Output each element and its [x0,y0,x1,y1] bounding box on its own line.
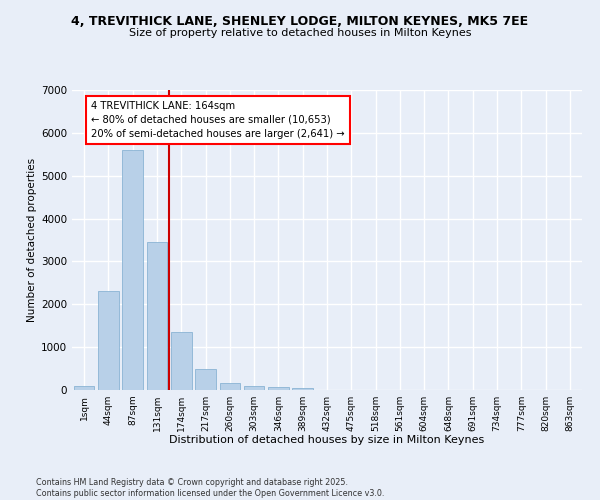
Bar [146,242,167,390]
Text: 4, TREVITHICK LANE, SHENLEY LODGE, MILTON KEYNES, MK5 7EE: 4, TREVITHICK LANE, SHENLEY LODGE, MILTO… [71,15,529,28]
Y-axis label: Number of detached properties: Number of detached properties [27,158,37,322]
Bar [268,387,289,390]
Bar [74,386,94,390]
Bar [244,386,265,390]
Bar [220,382,240,390]
Bar [292,388,313,390]
Bar [171,332,191,390]
Bar [195,368,216,390]
Bar [122,150,143,390]
Text: Contains HM Land Registry data © Crown copyright and database right 2025.
Contai: Contains HM Land Registry data © Crown c… [36,478,385,498]
Text: Size of property relative to detached houses in Milton Keynes: Size of property relative to detached ho… [129,28,471,38]
Bar [98,292,119,390]
Text: 4 TREVITHICK LANE: 164sqm
← 80% of detached houses are smaller (10,653)
20% of s: 4 TREVITHICK LANE: 164sqm ← 80% of detac… [91,100,345,138]
X-axis label: Distribution of detached houses by size in Milton Keynes: Distribution of detached houses by size … [169,436,485,446]
